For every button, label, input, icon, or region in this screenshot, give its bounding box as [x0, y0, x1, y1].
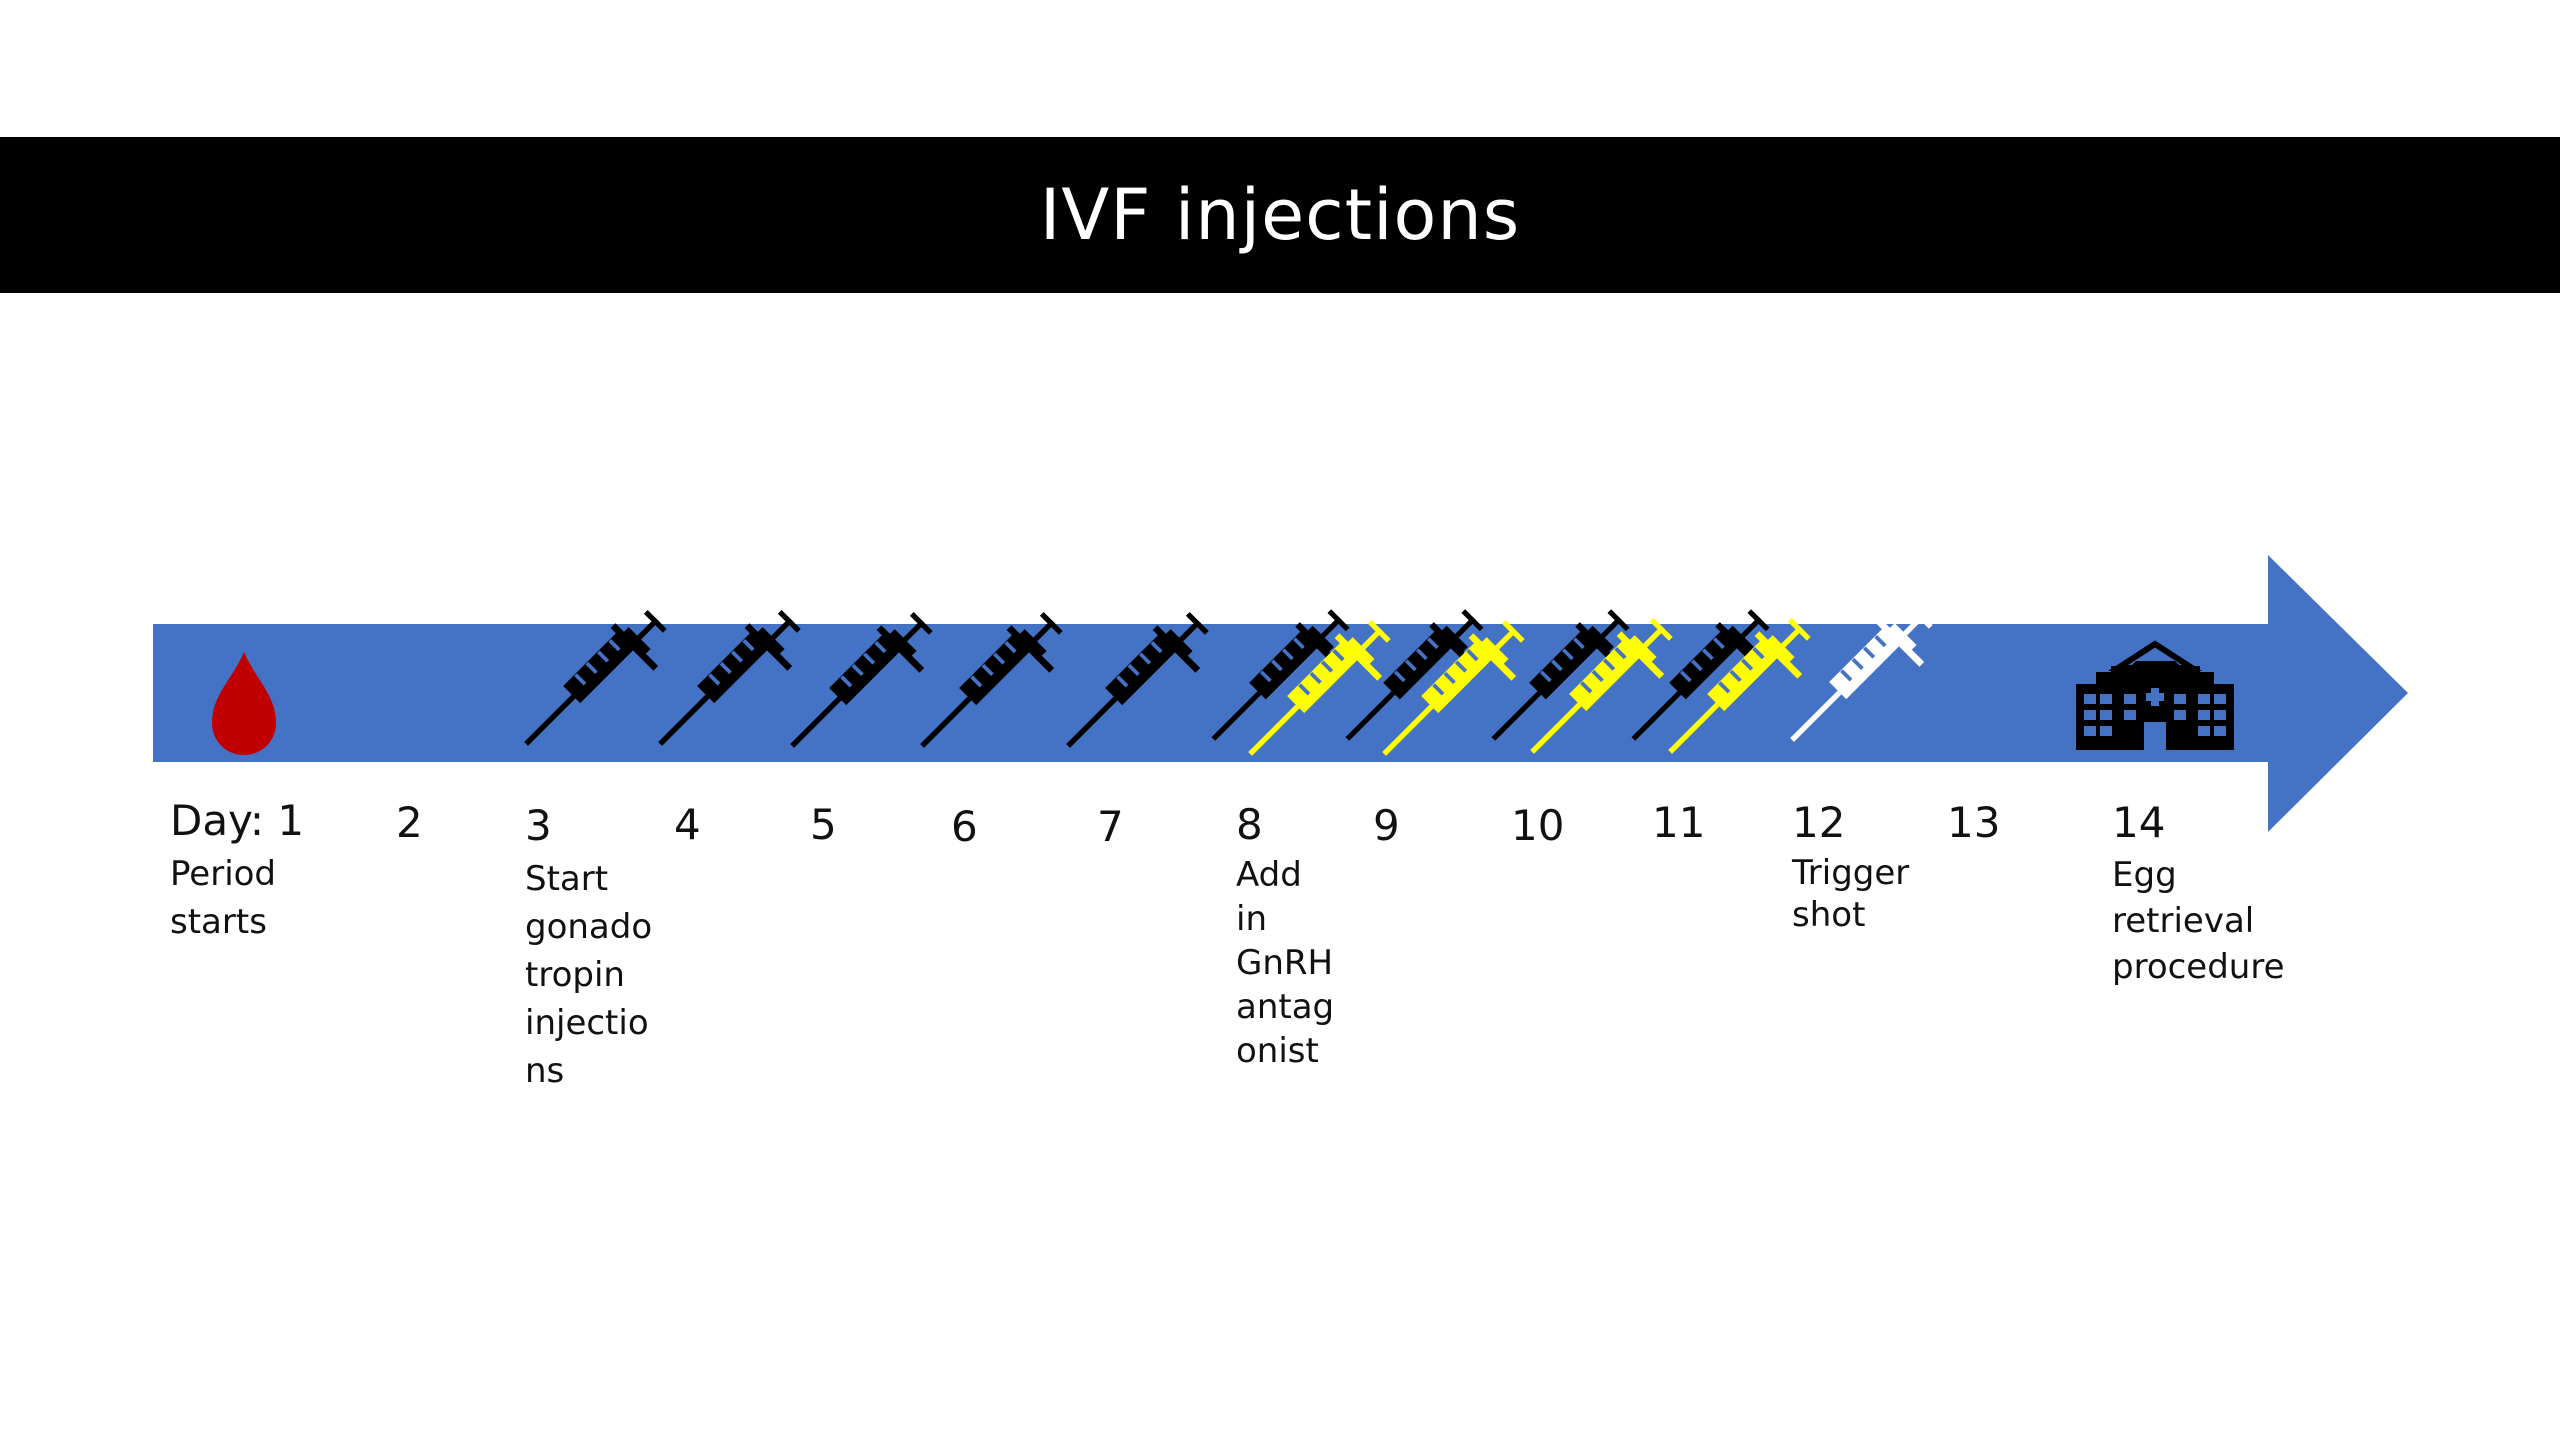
timeline-arrow — [153, 555, 2408, 832]
day-2-label: 2 — [396, 798, 423, 847]
title-bar: IVF injections — [0, 137, 2560, 293]
blood-drop-icon — [212, 652, 276, 755]
day-8-label: 8 — [1236, 800, 1263, 849]
day-13-label: 13 — [1947, 798, 2001, 847]
day-4-label: 4 — [674, 800, 701, 849]
slide-title: IVF injections — [1039, 174, 1521, 256]
day-12-label: 12 — [1792, 798, 1846, 847]
day-7-label: 7 — [1097, 802, 1124, 851]
day-11-label: 11 — [1652, 798, 1706, 847]
day-12-note: Trigger shot — [1792, 853, 1910, 935]
day-6-label: 6 — [951, 802, 978, 851]
day-10-label: 10 — [1511, 801, 1565, 850]
day-9-label: 9 — [1373, 801, 1400, 850]
day-1-note: Period starts — [170, 854, 277, 942]
day-14-label: 14 — [2112, 798, 2166, 847]
day-3-note: Start gonado tropin injectio ns — [525, 859, 653, 1091]
day-1-label: Day: 1 — [170, 796, 305, 845]
day-3-label: 3 — [525, 801, 552, 850]
day-5-label: 5 — [810, 800, 837, 849]
hospital-icon — [2076, 640, 2234, 750]
day-8-note: Add in GnRH antag onist — [1236, 855, 1335, 1071]
day-14-note: Egg retrieval procedure — [2112, 855, 2285, 987]
